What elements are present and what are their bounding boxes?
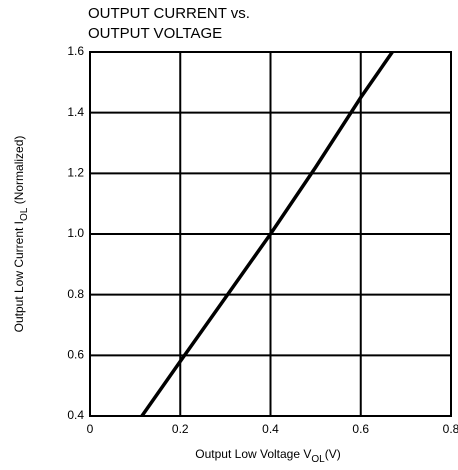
y-axis-label-sub: OL (19, 207, 30, 221)
x-tick-label: 0.6 (352, 422, 369, 436)
y-tick-label: 0.4 (67, 408, 84, 422)
y-tick-label: 1.0 (67, 226, 84, 240)
y-tick-label: 1.6 (67, 44, 84, 58)
y-axis-label: Output Low Current IOL (Normalized) (12, 136, 29, 333)
y-tick-label: 1.2 (67, 166, 84, 180)
x-axis-label-sub: OL (311, 454, 325, 465)
x-tick-label: 0.8 (443, 422, 458, 436)
plot-frame (89, 51, 452, 417)
x-axis-label-unit: (V) (325, 447, 341, 461)
y-tick-label: 0.6 (67, 348, 84, 362)
y-axis-label-unit: (Normalized) (12, 136, 26, 208)
y-tick-label: 1.4 (67, 105, 84, 119)
x-tick-label: 0.2 (172, 422, 189, 436)
x-tick-label: 0.4 (262, 422, 279, 436)
chart-title: OUTPUT CURRENT vs. (88, 5, 250, 22)
x-axis-label-text: Output Low Voltage V (195, 447, 311, 461)
x-tick-label: 0 (87, 422, 94, 436)
chart-title: OUTPUT VOLTAGE (88, 25, 222, 42)
y-axis-label-text: Output Low Current I (12, 221, 26, 332)
y-tick-label: 0.8 (67, 287, 84, 301)
data-line (140, 51, 394, 418)
x-axis-label: Output Low Voltage VOL(V) (195, 447, 340, 464)
